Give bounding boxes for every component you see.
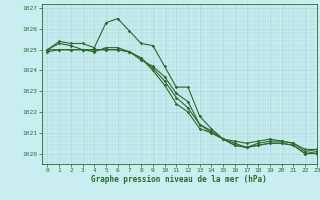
- X-axis label: Graphe pression niveau de la mer (hPa): Graphe pression niveau de la mer (hPa): [91, 175, 267, 184]
